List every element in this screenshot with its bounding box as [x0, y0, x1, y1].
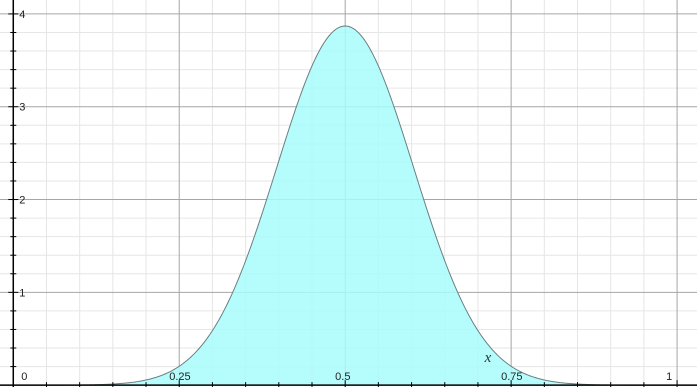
y-tick-label: 1 [19, 287, 25, 299]
x-tick-label: 0.25 [169, 371, 190, 383]
x-tick-label: 0.5 [335, 371, 350, 383]
y-tick-label: 4 [19, 9, 25, 21]
x-tick-label: 0.75 [501, 371, 522, 383]
x-tick-label: 0 [21, 371, 27, 383]
density-curve-line [0, 25, 697, 386]
x-tick-label: 1 [666, 371, 672, 383]
y-tick-labels: 1 2 3 4 [19, 9, 25, 299]
x-axis-variable-label: x [484, 350, 492, 366]
y-tick-label: 3 [19, 102, 25, 114]
y-tick-label: 2 [19, 195, 25, 207]
density-area [0, 25, 697, 386]
x-tick-labels: 0 0.25 0.5 0.75 1 [21, 371, 672, 383]
